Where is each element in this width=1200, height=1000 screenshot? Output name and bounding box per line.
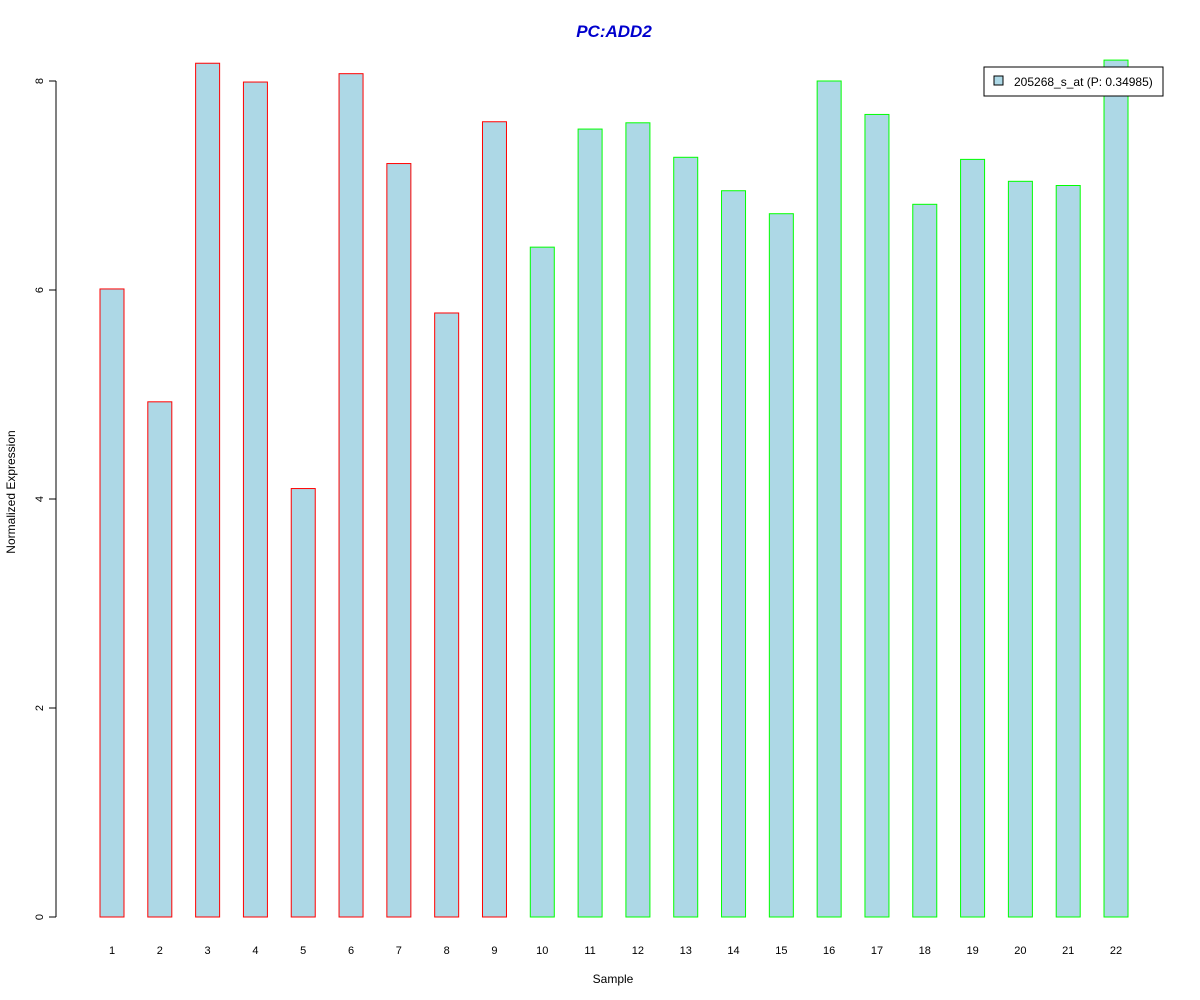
- x-axis-label: Sample: [593, 972, 634, 986]
- y-tick-label: 0: [34, 914, 46, 920]
- bar: [1103, 59, 1129, 918]
- bar: [816, 80, 842, 918]
- x-tick-label: 7: [396, 945, 402, 957]
- x-tick-label: 11: [584, 945, 595, 957]
- y-tick-label: 4: [34, 496, 46, 502]
- x-tick-label: 12: [632, 945, 644, 957]
- x-tick-label: 10: [536, 945, 548, 957]
- chart-title: PC:ADD2: [576, 22, 652, 41]
- x-tick-label: 4: [252, 945, 258, 957]
- bar: [1055, 185, 1081, 918]
- x-tick-label: 20: [1014, 945, 1026, 957]
- bar: [864, 113, 890, 918]
- x-tick-label: 18: [919, 945, 931, 957]
- bar: [290, 488, 316, 918]
- x-tick-label: 3: [205, 945, 211, 957]
- bar: [338, 73, 364, 918]
- legend-box: [983, 66, 1164, 97]
- bar: [242, 81, 268, 918]
- x-tick-label: 22: [1110, 945, 1122, 957]
- bar: [434, 312, 460, 918]
- x-tick-label: 5: [300, 945, 306, 957]
- x-tick-label: 21: [1062, 945, 1074, 957]
- bar: [721, 190, 747, 918]
- bar: [1007, 180, 1033, 918]
- bar: [912, 203, 938, 918]
- y-tick-label: 8: [34, 78, 46, 84]
- x-tick-label: 6: [348, 945, 354, 957]
- legend-label: 205268_s_at (P: 0.34985): [1014, 75, 1153, 89]
- bar: [673, 156, 699, 918]
- x-tick-label: 13: [680, 945, 692, 957]
- x-tick-label: 14: [727, 945, 739, 957]
- x-tick-label: 2: [157, 945, 163, 957]
- legend-swatch: [993, 75, 1004, 86]
- legend: 205268_s_at (P: 0.34985): [983, 66, 1164, 97]
- y-tick-label: 6: [34, 287, 46, 293]
- y-tick-label: 2: [34, 705, 46, 711]
- bar: [529, 246, 555, 918]
- bar: [195, 62, 221, 918]
- y-axis: 0 2 4 6 8: [34, 78, 57, 920]
- bar: [481, 121, 507, 918]
- x-tick-label: 19: [966, 945, 978, 957]
- bars: [99, 59, 1129, 918]
- x-tick-label: 17: [871, 945, 883, 957]
- x-tick-label: 9: [491, 945, 497, 957]
- bar: [960, 158, 986, 918]
- y-axis-label: Normalized Expression: [4, 430, 18, 553]
- bar: [99, 288, 125, 918]
- bar: [577, 128, 603, 918]
- x-tick-label: 8: [444, 945, 450, 957]
- x-tick-label: 1: [109, 945, 115, 957]
- x-tick-label: 16: [823, 945, 835, 957]
- x-tick-label: 15: [775, 945, 787, 957]
- bar: [147, 401, 173, 918]
- x-tick-labels: 1 2 3 4 5 6 7 8 9 10 11 12 13 14 15 16 17 18 19 20 21 22: [109, 945, 1122, 957]
- bar: [386, 163, 412, 918]
- bar: [768, 213, 794, 918]
- bar: [625, 122, 651, 918]
